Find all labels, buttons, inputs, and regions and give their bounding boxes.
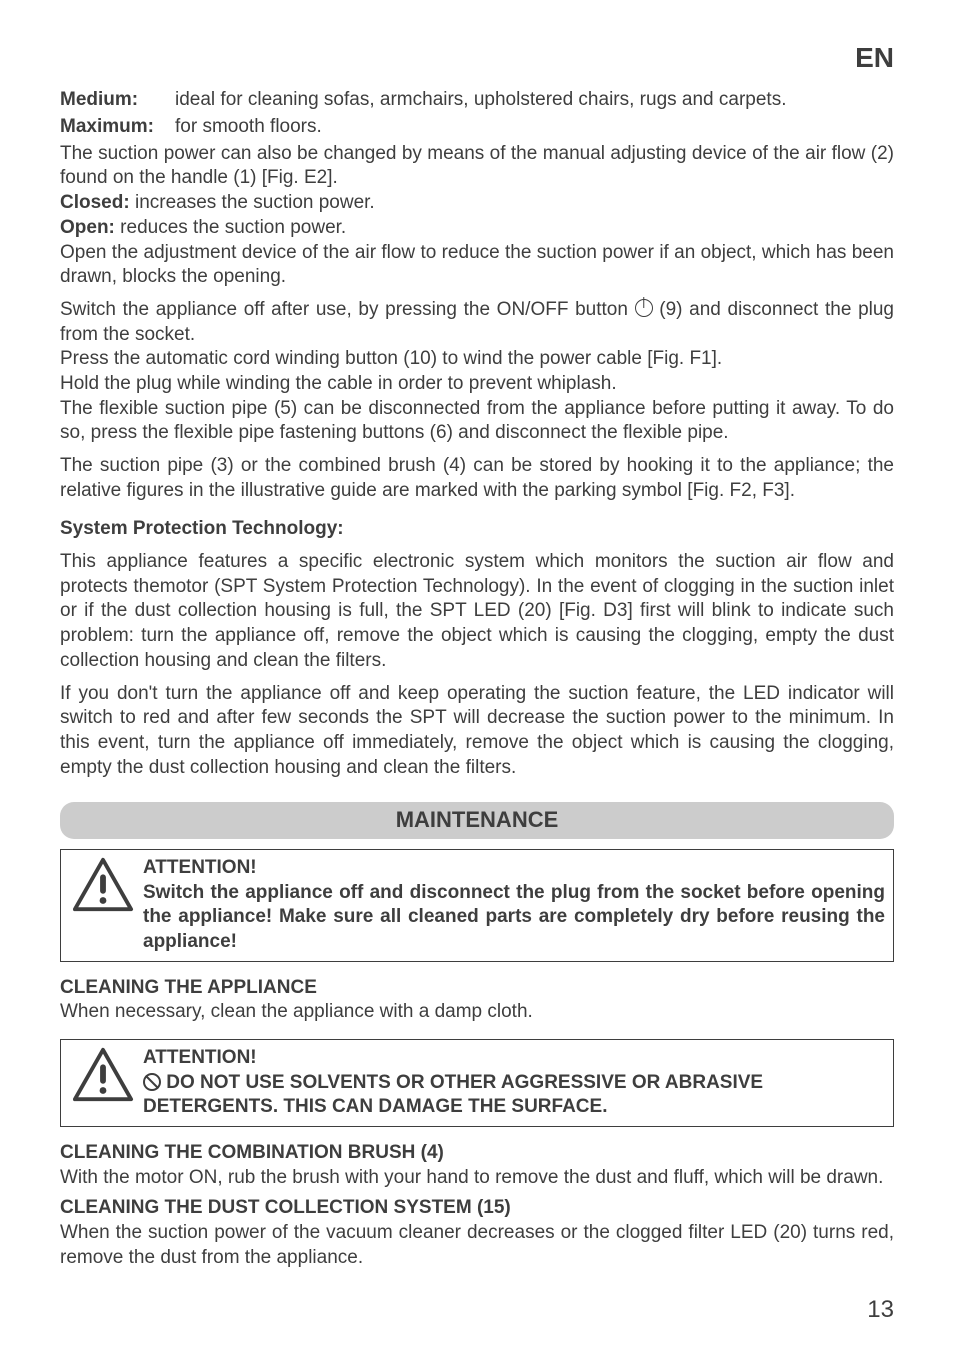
warning-box-1: ATTENTION! Switch the appliance off and … (60, 849, 894, 962)
para-open: Open: reduces the suction power. (60, 216, 894, 241)
para-suction-change: The suction power can also be changed by… (60, 142, 894, 191)
warning-text-1: ATTENTION! Switch the appliance off and … (143, 856, 885, 955)
text-open: reduces the suction power. (115, 217, 346, 238)
text-closed: increases the suction power. (130, 192, 375, 213)
warning-text-2: ATTENTION! DO NOT USE SOLVENTS OR OTHER … (143, 1046, 885, 1120)
cleaning-dust-text: When the suction power of the vacuum cle… (60, 1221, 894, 1270)
label-open: Open: (60, 217, 115, 238)
page-number: 13 (60, 1294, 894, 1325)
prohibit-icon (143, 1073, 161, 1091)
spt-title: System Protection Technology: (60, 517, 894, 542)
warning-body-2: DO NOT USE SOLVENTS OR OTHER AGGRESSIVE … (143, 1071, 885, 1120)
para-flexible-pipe: The flexible suction pipe (5) can be dis… (60, 397, 894, 446)
warning-title-2: ATTENTION! (143, 1046, 885, 1071)
para-hold-plug: Hold the plug while winding the cable in… (60, 372, 894, 397)
warning-box-2: ATTENTION! DO NOT USE SOLVENTS OR OTHER … (60, 1039, 894, 1127)
cleaning-appliance-title: CLEANING THE APPLIANCE (60, 976, 894, 1001)
cleaning-appliance-text: When necessary, clean the appliance with… (60, 1000, 894, 1025)
para-cord-winding: Press the automatic cord winding button … (60, 347, 894, 372)
label-closed: Closed: (60, 192, 130, 213)
cleaning-dust-title: CLEANING THE DUST COLLECTION SYSTEM (15) (60, 1196, 894, 1221)
warning-body-2-text: DO NOT USE SOLVENTS OR OTHER AGGRESSIVE … (143, 1072, 763, 1118)
warning-body-1: Switch the appliance off and disconnect … (143, 881, 885, 955)
warning-title-1: ATTENTION! (143, 856, 885, 881)
spt-para-1: This appliance features a specific elect… (60, 550, 894, 673)
def-desc-medium: ideal for cleaning sofas, armchairs, uph… (175, 88, 894, 113)
def-desc-maximum: for smooth floors. (175, 115, 894, 140)
text-switch-off-a: Switch the appliance off after use, by p… (60, 299, 635, 320)
warning-triangle-icon (69, 856, 137, 914)
para-open-adjustment: Open the adjustment device of the air fl… (60, 241, 894, 290)
cleaning-brush-title: CLEANING THE COMBINATION BRUSH (4) (60, 1141, 894, 1166)
def-term-maximum: Maximum: (60, 115, 175, 140)
para-switch-off: Switch the appliance off after use, by p… (60, 298, 894, 347)
power-icon (635, 299, 653, 317)
spt-para-2: If you don't turn the appliance off and … (60, 682, 894, 781)
def-term-medium: Medium: (60, 88, 175, 113)
warning-triangle-icon (69, 1046, 137, 1104)
maintenance-banner: MAINTENANCE (60, 802, 894, 839)
definition-maximum: Maximum: for smooth floors. (60, 115, 894, 140)
para-closed: Closed: increases the suction power. (60, 191, 894, 216)
definition-medium: Medium: ideal for cleaning sofas, armcha… (60, 88, 894, 113)
language-label: EN (60, 40, 894, 76)
cleaning-brush-text: With the motor ON, rub the brush with yo… (60, 1166, 894, 1191)
para-suction-pipe-store: The suction pipe (3) or the combined bru… (60, 454, 894, 503)
